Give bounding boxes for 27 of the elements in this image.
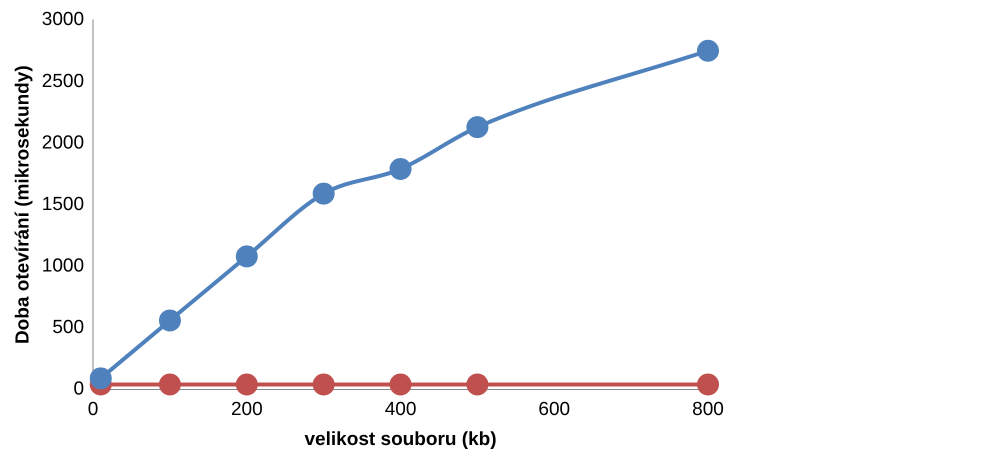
point	[90, 367, 112, 390]
y-tick-label: 2000	[42, 132, 84, 154]
x-tick-label: 0	[88, 399, 98, 420]
point	[466, 373, 488, 396]
y-tick-label: 1000	[42, 256, 84, 276]
point	[236, 373, 258, 396]
point	[390, 158, 412, 180]
x-axis-title: velikost souboru (kb)	[304, 428, 497, 450]
y-tick-label: 0	[73, 378, 84, 400]
point	[236, 245, 258, 268]
y-axis-title: Doba otevírání (mikrosekundy)	[12, 65, 34, 344]
point	[158, 309, 181, 332]
x-tick-label: 400	[384, 399, 416, 420]
x-tick-label: 200	[230, 399, 263, 420]
y-tick-label: 1500	[42, 194, 84, 215]
x-tick-label: 800	[692, 399, 724, 420]
y-tick-label: 3000	[42, 9, 84, 30]
point	[697, 40, 719, 62]
point	[312, 182, 335, 205]
point	[312, 373, 335, 396]
point	[390, 373, 412, 396]
y-tick-label: 500	[52, 317, 84, 338]
point	[466, 116, 488, 138]
point	[158, 373, 181, 396]
y-tick-label: 2500	[42, 70, 84, 92]
x-tick-label: 600	[538, 399, 570, 420]
point	[697, 373, 719, 396]
